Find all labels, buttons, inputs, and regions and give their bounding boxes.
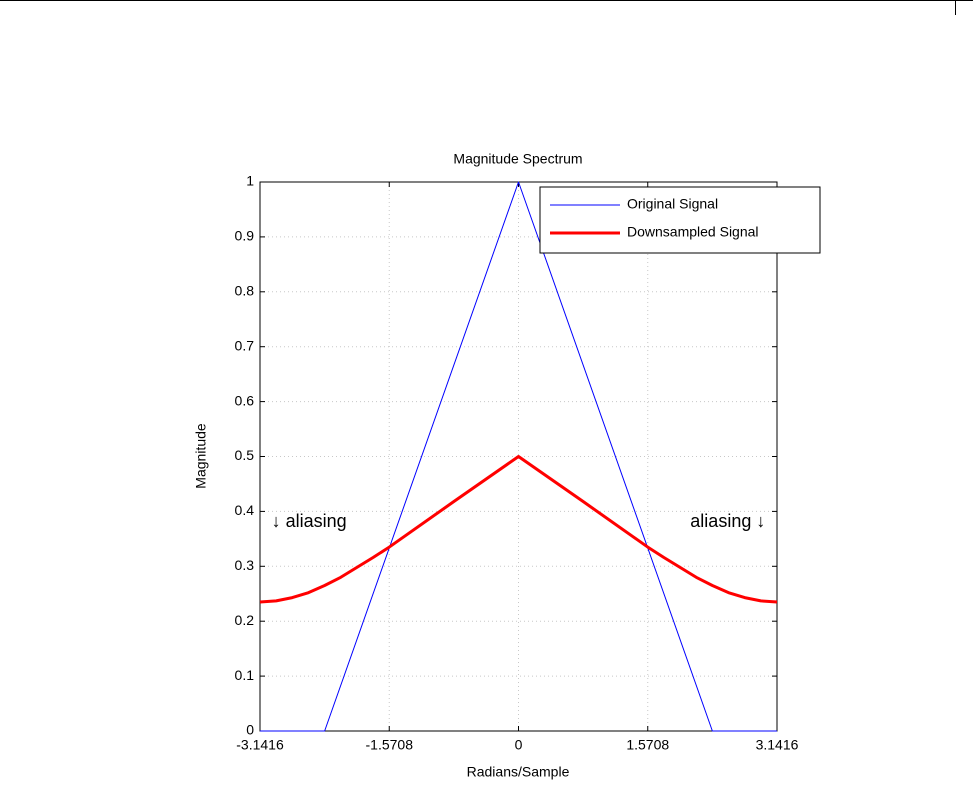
y-tick-label: 0.6 [235, 392, 255, 408]
legend-box [539, 186, 821, 254]
x-tick-label: 3.1416 [756, 737, 799, 753]
legend-label: Downsampled Signal [627, 224, 759, 240]
y-axis-label: Magnitude [193, 423, 209, 489]
x-tick-label: 0 [515, 737, 523, 753]
x-axis-label: Radians/Sample [467, 764, 570, 780]
y-tick-label: 0.1 [235, 667, 255, 683]
x-tick-label: -1.5708 [366, 737, 414, 753]
annotation: aliasing ↓ [690, 511, 765, 531]
series-line [259, 455, 778, 604]
annotation: ↓ aliasing [272, 511, 347, 531]
legend-label: Original Signal [627, 196, 718, 212]
y-tick-label: 0.3 [235, 557, 255, 573]
y-tick-label: 0.8 [235, 283, 255, 299]
x-tick-label: 1.5708 [626, 737, 669, 753]
series-line [260, 181, 777, 732]
y-tick-label: 0.7 [235, 337, 255, 353]
y-tick-label: 0.5 [235, 447, 255, 463]
y-tick-label: 0.4 [235, 502, 255, 518]
y-tick-label: 0.9 [235, 228, 255, 244]
y-tick-label: 1 [246, 173, 254, 189]
y-tick-label: 0.2 [235, 612, 255, 628]
x-tick-label: -3.1416 [236, 737, 284, 753]
chart-title: Magnitude Spectrum [453, 151, 582, 167]
y-tick-label: 0 [246, 722, 254, 738]
